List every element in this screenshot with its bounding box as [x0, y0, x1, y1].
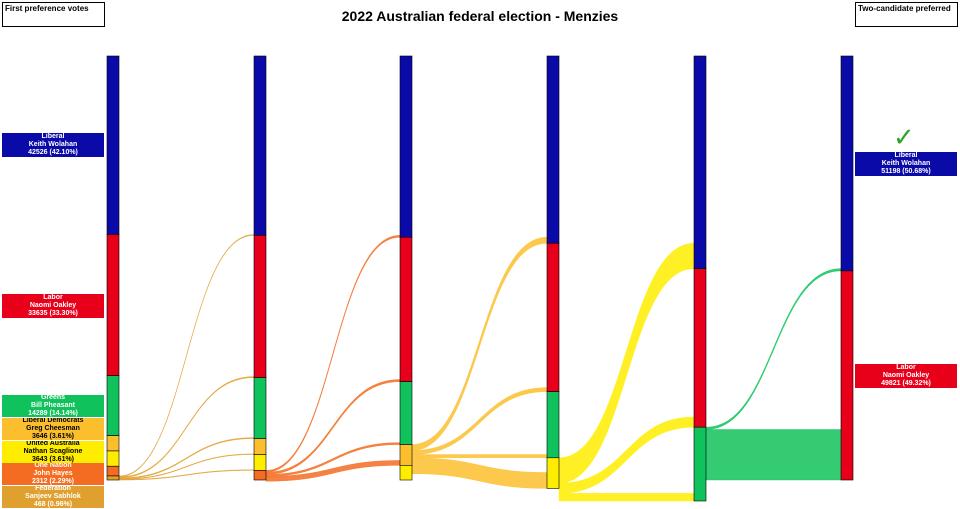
bar-liberal-stage-6	[840, 55, 854, 272]
label-party: Liberal	[894, 152, 918, 159]
flow-one-nation-to-liberal-stage-2	[265, 235, 401, 473]
bar-liberal-stage-2	[253, 55, 267, 236]
bar-labor-stage-6	[840, 270, 854, 481]
flow-greens-to-liberal-stage-5	[705, 268, 842, 430]
label-party: Labor	[43, 294, 63, 301]
bar-greens-stage-1	[106, 375, 120, 436]
label-party: United Australia	[26, 441, 80, 447]
label-votes-text: 49821 (49.32%)	[881, 380, 931, 387]
label-candidate: Naomi Oakley	[29, 302, 77, 309]
elected-check-icon: ✓	[893, 123, 915, 153]
flow-federation-to-greens-stage-1	[118, 437, 255, 480]
flow-federation-to-liberal-stage-1	[118, 234, 255, 477]
label-votes-text: 14289 (14.14%)	[28, 410, 78, 417]
flow-liberal-democrats-to-labor-stage-3	[411, 387, 548, 455]
bar-liberal-democrats-stage-3	[399, 444, 413, 466]
bar-labor-stage-3	[399, 236, 413, 382]
label-party: Liberal Democrats	[22, 418, 84, 424]
flow-united-australia-to-greens-stage-4	[558, 493, 695, 502]
label-candidate: Naomi Oakley	[882, 372, 930, 379]
label-candidate: Bill Pheasant	[31, 402, 75, 409]
bar-united-australia-stage-1	[106, 450, 120, 467]
bar-greens-stage-2	[253, 377, 267, 439]
bar-liberal-stage-5	[693, 55, 707, 269]
flow-liberal-democrats-to-united-australia-stage-3	[411, 457, 548, 489]
first-preference-label-liberal-democrats: Liberal Democrats Greg Cheesman 3646 (3.61…	[2, 418, 104, 440]
first-preference-header: First preference votes	[2, 2, 105, 27]
flow-united-australia-to-liberal-stage-4	[558, 243, 695, 484]
first-preference-label-united-australia: United Australia Nathan Scaglione 3643 (3.…	[2, 441, 104, 463]
label-party: Liberal	[41, 133, 65, 140]
bar-one-nation-stage-2	[253, 470, 267, 481]
bar-united-australia-stage-3	[399, 465, 413, 481]
bar-greens-stage-5	[693, 426, 707, 502]
bar-liberal-stage-4	[546, 55, 560, 244]
label-candidate: Sanjeev Sabhlok	[25, 493, 81, 500]
two-candidate-preferred-header: Two-candidate preferred	[855, 2, 958, 27]
bar-liberal-democrats-stage-2	[253, 438, 267, 455]
label-votes-text: 2312 (2.29%)	[31, 478, 75, 485]
label-candidate: Keith Wolahan	[28, 141, 78, 148]
label-candidate: Keith Wolahan	[881, 160, 931, 167]
first-preference-label-liberal: Liberal Keith Wolahan 42526 (42.10%)	[2, 133, 104, 157]
first-preference-label-labor: Labor Naomi Oakley 33635 (33.30%)	[2, 294, 104, 318]
label-votes-text: 3646 (3.61%)	[31, 433, 75, 440]
flow-greens-to-labor-stage-5	[705, 429, 842, 481]
chart-title: 2022 Australian federal election - Menzi…	[341, 8, 619, 24]
first-preference-label-federation: Federation Sanjeev Sabhlok 468 (0.96%)	[2, 486, 104, 508]
bar-liberal-stage-3	[399, 55, 413, 238]
first-preference-label-one-nation: One Nation John Hayes 2312 (2.29%)	[2, 463, 104, 485]
label-votes-text: 33635 (33.30%)	[28, 310, 78, 317]
label-party: Greens	[40, 395, 66, 401]
label-party: Labor	[896, 364, 916, 371]
bar-federation-stage-1	[106, 475, 120, 481]
label-candidate: Nathan Scaglione	[23, 448, 83, 455]
bar-greens-stage-4	[546, 391, 560, 459]
bar-united-australia-stage-4	[546, 457, 560, 489]
label-votes-text: 51198 (50.68%)	[881, 168, 931, 175]
flow-federation-to-labor-stage-1	[118, 376, 255, 479]
label-votes-text: 468 (0.96%)	[33, 501, 73, 508]
label-party: One Nation	[34, 463, 72, 469]
bar-labor-stage-5	[693, 268, 707, 428]
bar-labor-stage-4	[546, 242, 560, 392]
bar-united-australia-stage-2	[253, 454, 267, 471]
bar-greens-stage-3	[399, 381, 413, 445]
label-candidate: Greg Cheesman	[26, 425, 80, 432]
bar-labor-stage-2	[253, 235, 267, 378]
flow-liberal-democrats-to-liberal-stage-3	[411, 237, 548, 451]
tcp-label-liberal: Liberal Keith Wolahan 51198 (50.68%)	[855, 152, 957, 176]
first-preference-label-greens: Greens Bill Pheasant 14289 (14.14%)	[2, 395, 104, 417]
bar-liberal-democrats-stage-1	[106, 435, 120, 452]
bar-labor-stage-1	[106, 234, 120, 376]
label-party: Federation	[35, 486, 71, 492]
label-votes-text: 42526 (42.10%)	[28, 149, 78, 156]
flow-liberal-democrats-to-greens-stage-3	[411, 454, 548, 459]
bar-liberal-stage-1	[106, 55, 120, 235]
tcp-label-labor: Labor Naomi Oakley 49821 (49.32%)	[855, 364, 957, 388]
label-candidate: John Hayes	[33, 470, 73, 477]
label-votes-text: 3643 (3.61%)	[31, 456, 75, 463]
bar-one-nation-stage-1	[106, 465, 120, 477]
